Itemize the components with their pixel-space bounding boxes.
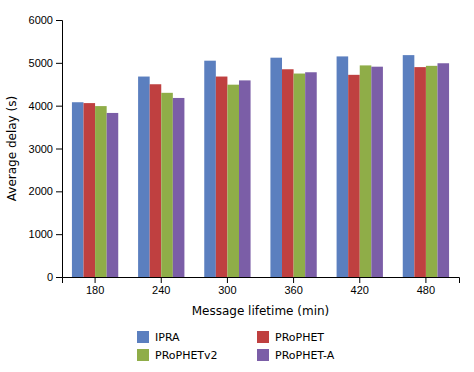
y-tick: 0 <box>47 271 62 283</box>
y-tick-label: 6000 <box>29 14 53 26</box>
bar <box>403 55 415 277</box>
y-tick-mark <box>56 191 62 192</box>
chart: 180 240 300 360 420 480 0 1000 2000 3000 4000 5000 6… <box>0 0 474 372</box>
bar <box>138 77 150 277</box>
legend-label: PRoPHET <box>275 331 324 344</box>
y-tick-label: 5000 <box>29 57 53 69</box>
x-tick-mark <box>293 277 294 283</box>
bar <box>216 77 228 277</box>
legend-item: PRoPHET-A <box>257 349 335 362</box>
y-tick: 5000 <box>29 57 62 69</box>
x-tick-mark <box>161 277 162 283</box>
bar <box>173 98 185 277</box>
y-tick: 1000 <box>29 228 62 240</box>
bar <box>337 56 349 277</box>
x-tick-label: 480 <box>417 284 435 296</box>
x-tick: 420 <box>351 277 369 296</box>
bar <box>72 102 84 277</box>
legend-label: PRoPHET-A <box>275 349 335 362</box>
bar <box>239 80 251 277</box>
y-tick-mark <box>56 149 62 150</box>
bar-series <box>107 63 449 277</box>
x-axis-line <box>63 278 460 284</box>
x-tick: 360 <box>284 277 302 296</box>
y-tick-label: 2000 <box>29 185 53 197</box>
bar <box>107 113 119 277</box>
bar <box>282 69 294 277</box>
x-tick: 300 <box>218 277 236 296</box>
bar <box>437 63 449 277</box>
bar <box>348 75 360 277</box>
bar <box>371 67 383 277</box>
x-tick: 480 <box>417 277 435 296</box>
bar <box>95 106 107 277</box>
y-tick: 2000 <box>29 185 62 197</box>
x-tick-label: 360 <box>284 284 302 296</box>
x-tick-mark <box>95 277 96 283</box>
bar <box>270 58 282 277</box>
bar-series <box>72 55 414 277</box>
y-tick-label: 3000 <box>29 143 53 155</box>
y-tick-mark <box>56 277 62 278</box>
bar-series <box>84 67 426 277</box>
legend-swatch <box>137 331 149 343</box>
x-tick: 240 <box>152 277 170 296</box>
y-tick-mark <box>56 20 62 21</box>
y-tick-mark <box>56 106 62 107</box>
x-tick: 180 <box>86 277 104 296</box>
x-tick-label: 180 <box>86 284 104 296</box>
x-tick-label: 300 <box>218 284 236 296</box>
x-tick-mark <box>359 277 360 283</box>
legend-swatch <box>257 349 269 361</box>
legend-swatch <box>137 349 149 361</box>
bar <box>360 65 372 277</box>
bar <box>305 72 317 277</box>
legend-item: IPRA <box>137 331 180 344</box>
x-axis-title: Message lifetime (min) <box>192 304 330 318</box>
bar <box>84 103 96 277</box>
legend-item: PRoPHETv2 <box>137 349 218 362</box>
y-tick-mark <box>56 234 62 235</box>
bar <box>294 74 306 277</box>
bar <box>227 85 239 277</box>
x-tick-label: 420 <box>351 284 369 296</box>
x-tick-label: 240 <box>152 284 170 296</box>
bar <box>426 66 438 277</box>
x-tick-mark <box>425 277 426 283</box>
plot: 180 240 300 360 420 480 0 1000 2000 3000 4000 5000 6… <box>29 14 460 296</box>
legend-label: PRoPHETv2 <box>155 349 218 362</box>
y-tick-label: 0 <box>47 271 53 283</box>
legend-item: PRoPHET <box>257 331 324 344</box>
bar <box>414 67 426 277</box>
legend-label: IPRA <box>155 331 180 344</box>
y-tick: 3000 <box>29 143 62 155</box>
bar-series <box>95 65 437 277</box>
y-axis-line <box>56 21 63 278</box>
y-axis: 0 1000 2000 3000 4000 5000 6000 <box>29 14 63 283</box>
y-tick: 6000 <box>29 14 62 26</box>
bars <box>72 55 449 277</box>
y-tick: 4000 <box>29 100 62 112</box>
bar <box>150 84 162 277</box>
y-tick-label: 4000 <box>29 100 53 112</box>
x-tick-mark <box>227 277 228 283</box>
bar <box>161 93 173 277</box>
x-axis: 180 240 300 360 420 480 <box>63 277 460 296</box>
y-axis-title: Average delay (s) <box>5 96 19 201</box>
y-tick-mark <box>56 63 62 64</box>
bar <box>204 61 216 277</box>
y-tick-label: 1000 <box>29 228 53 240</box>
legend-swatch <box>257 331 269 343</box>
legend: IPRA PRoPHET PRoPHETv2 PRoPHET-A <box>137 331 335 362</box>
